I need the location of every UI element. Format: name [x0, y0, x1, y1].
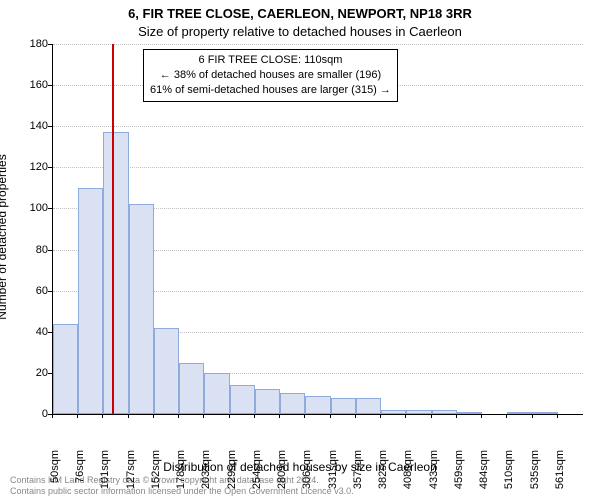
x-tick-label: 433sqm [428, 450, 440, 500]
histogram-bar [356, 398, 381, 414]
y-tick-mark [48, 291, 52, 292]
x-tick-mark [380, 414, 381, 418]
x-tick-mark [153, 414, 154, 418]
x-tick-label: 510sqm [503, 450, 515, 500]
x-tick-mark [431, 414, 432, 418]
x-tick-mark [77, 414, 78, 418]
x-tick-mark [506, 414, 507, 418]
x-tick-label: 535sqm [529, 450, 541, 500]
x-tick-label: 357sqm [352, 450, 364, 500]
y-tick-label: 120 [8, 161, 48, 173]
x-tick-mark [178, 414, 179, 418]
x-tick-mark [456, 414, 457, 418]
x-tick-mark [557, 414, 558, 418]
histogram-bar [432, 410, 457, 414]
y-tick-label: 20 [8, 367, 48, 379]
marker-line [112, 44, 114, 414]
y-tick-label: 80 [8, 244, 48, 256]
y-tick-mark [48, 85, 52, 86]
chart-title-subtitle: Size of property relative to detached ho… [0, 24, 600, 39]
histogram-bar [280, 393, 305, 414]
x-tick-label: 254sqm [251, 450, 263, 500]
y-tick-mark [48, 208, 52, 209]
histogram-bar [305, 396, 330, 415]
x-tick-label: 152sqm [150, 450, 162, 500]
x-tick-label: 178sqm [175, 450, 187, 500]
gridline-h [53, 126, 583, 127]
x-tick-mark [128, 414, 129, 418]
y-tick-mark [48, 250, 52, 251]
x-tick-mark [355, 414, 356, 418]
histogram-bar [507, 412, 532, 414]
x-tick-label: 76sqm [74, 450, 86, 500]
y-tick-label: 140 [8, 120, 48, 132]
y-tick-label: 180 [8, 38, 48, 50]
chart-title-address: 6, FIR TREE CLOSE, CAERLEON, NEWPORT, NP… [0, 6, 600, 21]
x-tick-label: 331sqm [327, 450, 339, 500]
plot-area: 6 FIR TREE CLOSE: 110sqm← 38% of detache… [52, 44, 583, 415]
annotation-line-2: ← 38% of detached houses are smaller (19… [150, 68, 391, 83]
x-tick-mark [203, 414, 204, 418]
histogram-bar [331, 398, 356, 414]
y-tick-label: 40 [8, 326, 48, 338]
histogram-bar [103, 132, 128, 414]
annotation-line-1: 6 FIR TREE CLOSE: 110sqm [150, 53, 391, 68]
annotation-line-3: 61% of semi-detached houses are larger (… [150, 83, 391, 98]
x-tick-label: 127sqm [125, 450, 137, 500]
x-tick-label: 484sqm [478, 450, 490, 500]
x-tick-mark [102, 414, 103, 418]
x-tick-label: 229sqm [226, 450, 238, 500]
y-tick-mark [48, 167, 52, 168]
y-tick-mark [48, 44, 52, 45]
histogram-bar [204, 373, 229, 414]
x-tick-mark [52, 414, 53, 418]
histogram-bar [381, 410, 406, 414]
x-tick-label: 459sqm [453, 450, 465, 500]
x-tick-mark [229, 414, 230, 418]
y-tick-mark [48, 373, 52, 374]
x-tick-label: 408sqm [402, 450, 414, 500]
y-tick-mark [48, 332, 52, 333]
x-tick-label: 50sqm [49, 450, 61, 500]
x-tick-label: 306sqm [301, 450, 313, 500]
y-tick-label: 160 [8, 79, 48, 91]
y-tick-label: 60 [8, 285, 48, 297]
y-tick-label: 0 [8, 408, 48, 420]
x-tick-mark [481, 414, 482, 418]
histogram-bar [230, 385, 255, 414]
histogram-bar [255, 389, 280, 414]
histogram-bar [179, 363, 204, 414]
histogram-bar [53, 324, 78, 414]
histogram-bar [129, 204, 154, 414]
x-tick-mark [532, 414, 533, 418]
y-tick-label: 100 [8, 202, 48, 214]
x-tick-mark [304, 414, 305, 418]
x-tick-mark [254, 414, 255, 418]
x-tick-label: 280sqm [276, 450, 288, 500]
x-tick-label: 203sqm [200, 450, 212, 500]
histogram-bar [78, 188, 103, 414]
histogram-bar [457, 412, 482, 414]
x-tick-label: 101sqm [99, 450, 111, 500]
x-tick-mark [279, 414, 280, 418]
gridline-h [53, 167, 583, 168]
x-tick-mark [330, 414, 331, 418]
y-tick-mark [48, 126, 52, 127]
gridline-h [53, 44, 583, 45]
x-tick-mark [405, 414, 406, 418]
histogram-bar [154, 328, 179, 414]
x-tick-label: 561sqm [554, 450, 566, 500]
x-tick-label: 382sqm [377, 450, 389, 500]
annotation-box: 6 FIR TREE CLOSE: 110sqm← 38% of detache… [143, 49, 398, 102]
histogram-bar [533, 412, 558, 414]
histogram-bar [406, 410, 431, 414]
